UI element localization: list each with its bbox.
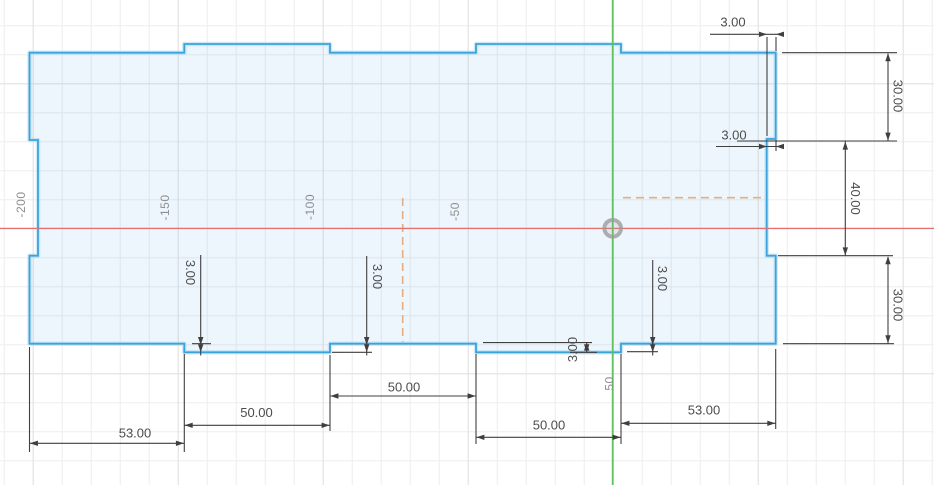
arrowhead [885,335,891,344]
arrowhead [476,434,485,440]
arrowhead [364,337,370,345]
arrowhead [175,440,184,446]
origin-fill [606,222,619,235]
dim-label-right-30-top[interactable]: 30.00 [891,80,906,113]
ruler-labels: -200 -150 -100 -50 50 [14,191,617,390]
dim-label-notch-3-4[interactable]: 3.00 [655,266,670,291]
arrowhead [184,422,193,428]
arrowhead [467,393,476,399]
dim-label-top-3-a[interactable]: 3.00 [720,15,745,30]
arrowhead [885,53,891,62]
arrowhead [612,434,621,440]
arrowhead [650,337,656,345]
dim-label-bottom-53-right[interactable]: 53.00 [688,403,721,418]
arrowhead [776,31,784,37]
origin-marker[interactable] [602,218,624,239]
arrowhead [842,247,848,256]
dim-label-notch-3-3[interactable]: 3.00 [565,337,580,362]
origin-ring [602,218,624,239]
arrowhead [198,337,204,345]
arrowhead [198,344,204,353]
dim-label-bottom-53-left[interactable]: 53.00 [119,426,152,441]
ruler-label-neg100: -100 [303,194,317,220]
arrowhead [621,420,630,426]
arrowhead [776,143,784,150]
ruler-label-neg50: -50 [448,202,462,221]
dim-label-bottom-50-c[interactable]: 50.00 [533,418,566,433]
profile-outline[interactable] [28,43,777,354]
dim-label-bottom-50-a[interactable]: 50.00 [240,405,273,420]
dim-label-right-30-bottom[interactable]: 30.00 [891,289,906,322]
arrowhead [584,344,590,353]
arrowhead [364,344,370,353]
dim-label-right-40[interactable]: 40.00 [848,182,863,215]
arrowhead [842,141,848,150]
dim-label-notch-3-2[interactable]: 3.00 [370,264,385,289]
dimension-annotations: 53.00 50.00 50.00 50.00 53.00 30.00 40.0… [28,15,906,452]
arrowhead [885,132,891,141]
arrowhead [650,344,656,353]
ruler-label-neg200: -200 [14,191,28,217]
ruler-label-neg150: -150 [158,194,172,220]
arrowhead [767,420,776,426]
dim-label-notch-3-1[interactable]: 3.00 [183,260,198,285]
arrowhead [759,31,767,37]
dim-label-top-3-b[interactable]: 3.00 [721,128,746,143]
arrowhead [885,256,891,265]
arrowhead [330,393,339,399]
arrowhead [29,440,38,446]
arrowhead [321,422,330,428]
ruler-label-pos50: 50 [603,376,617,390]
dim-label-bottom-50-b[interactable]: 50.00 [388,380,421,395]
arrowhead [759,143,767,150]
